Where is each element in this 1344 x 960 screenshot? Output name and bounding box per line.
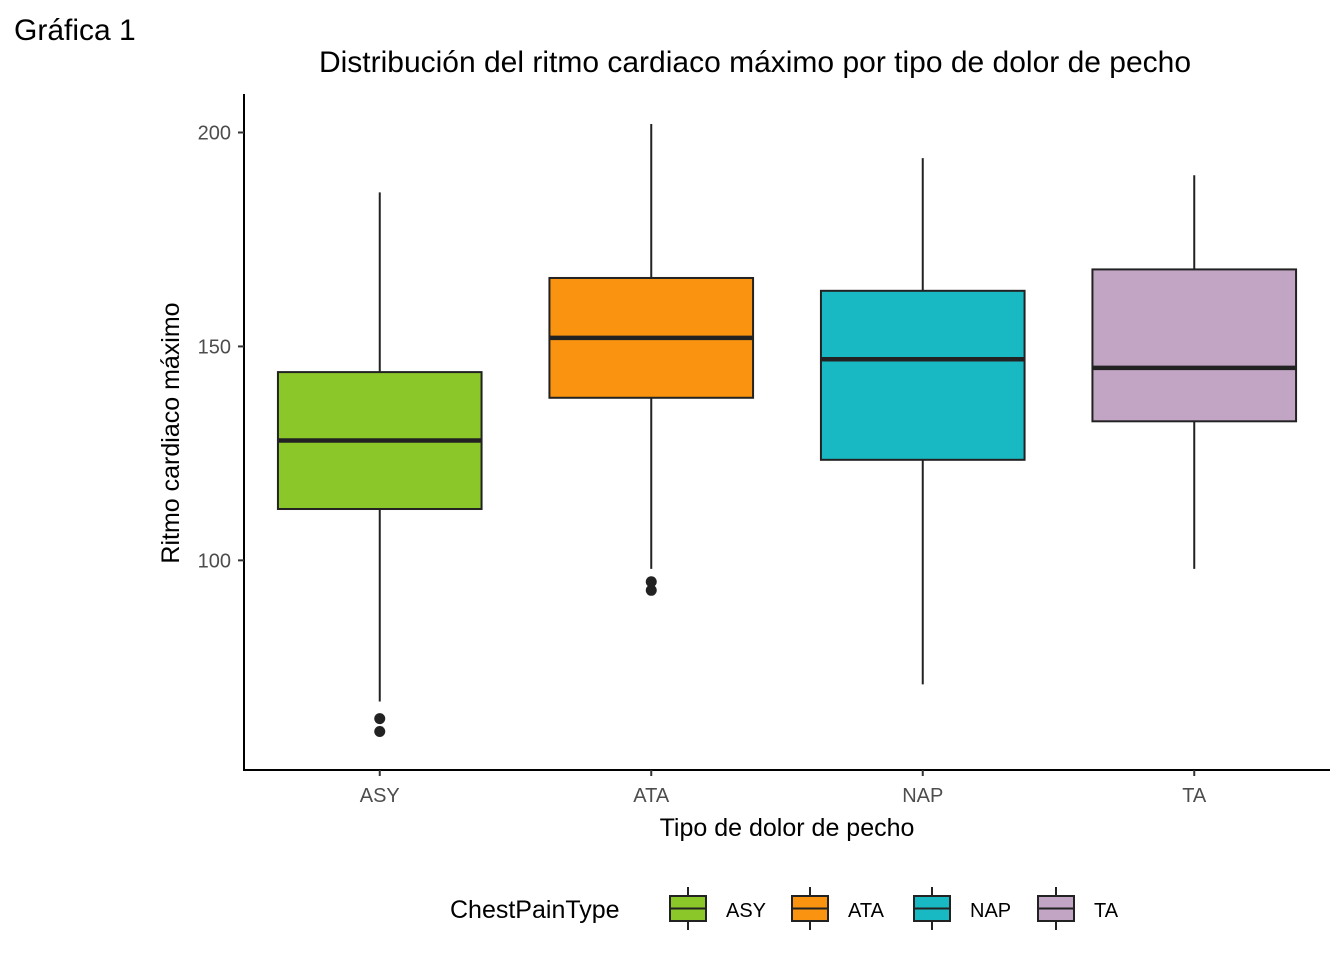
- box-group-asy: [276, 192, 483, 737]
- legend-item-nap: NAP: [913, 887, 1011, 930]
- y-axis-ticks: 100 150 200: [198, 123, 244, 572]
- legend-item-ata: ATA: [791, 887, 885, 930]
- legend-label: NAP: [970, 900, 1011, 922]
- outlier-point: [645, 584, 657, 596]
- legend: ChestPainType ASY ATA NAP TA: [450, 887, 1119, 930]
- legend-item-asy: ASY: [669, 887, 766, 930]
- legend-label: TA: [1094, 900, 1119, 922]
- box-group-ta: [1091, 175, 1298, 569]
- box: [819, 289, 1026, 461]
- legend-label: ATA: [848, 900, 885, 922]
- outlier-point: [374, 713, 386, 725]
- chart-title: Distribución del ritmo cardiaco máximo p…: [319, 46, 1191, 79]
- x-axis-ticks: ASY ATA NAP TA: [360, 770, 1207, 807]
- x-tick-label: ATA: [633, 785, 670, 807]
- legend-title: ChestPainType: [450, 896, 620, 924]
- x-tick-label: NAP: [902, 785, 943, 807]
- y-tick-label: 200: [198, 123, 231, 145]
- legend-item-ta: TA: [1037, 887, 1119, 930]
- plot-area: [276, 123, 1298, 737]
- legend-label: ASY: [726, 900, 766, 922]
- figure-tag: Gráfica 1: [14, 14, 136, 47]
- y-tick-label: 150: [198, 336, 231, 358]
- x-tick-label: ASY: [360, 785, 400, 807]
- outlier-point: [374, 725, 386, 737]
- box: [1091, 268, 1298, 423]
- box-group-ata: [548, 123, 755, 596]
- y-tick-label: 100: [198, 550, 231, 572]
- y-axis-label: Ritmo cardiaco máximo: [157, 302, 185, 563]
- box-group-nap: [819, 158, 1026, 685]
- x-axis-label: Tipo de dolor de pecho: [660, 814, 915, 842]
- outlier-point: [645, 576, 657, 588]
- x-tick-label: TA: [1182, 785, 1207, 807]
